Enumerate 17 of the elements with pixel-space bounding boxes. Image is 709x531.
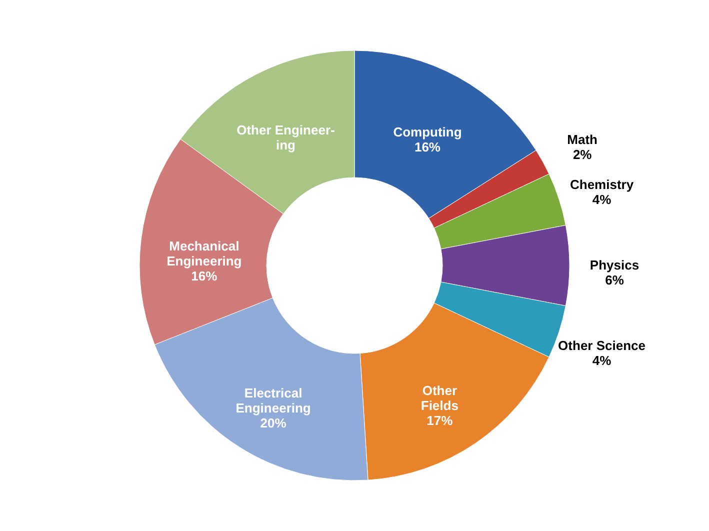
- data-label: 4%: [592, 352, 612, 368]
- data-label: 4%: [592, 192, 612, 208]
- data-label: 17%: [426, 412, 454, 428]
- data-label: 16%: [191, 268, 218, 284]
- slice-label: Physics: [590, 258, 640, 272]
- slice-label: Computing: [393, 124, 462, 140]
- data-label: 20%: [260, 415, 287, 430]
- data-label: 6%: [605, 272, 624, 288]
- data-label: 16%: [414, 140, 441, 155]
- slice-label: Other Engineer- ing: [236, 122, 335, 153]
- data-label: 2%: [572, 147, 592, 162]
- slice-label: Other Fields: [420, 382, 458, 413]
- slice-label: Mechanical Engineering: [166, 238, 242, 269]
- slice-label: Math: [567, 132, 598, 148]
- slice-label: Electrical Engineering: [236, 385, 311, 416]
- slice-label: Chemistry: [570, 177, 634, 192]
- slice-label: Other Science: [558, 338, 646, 353]
